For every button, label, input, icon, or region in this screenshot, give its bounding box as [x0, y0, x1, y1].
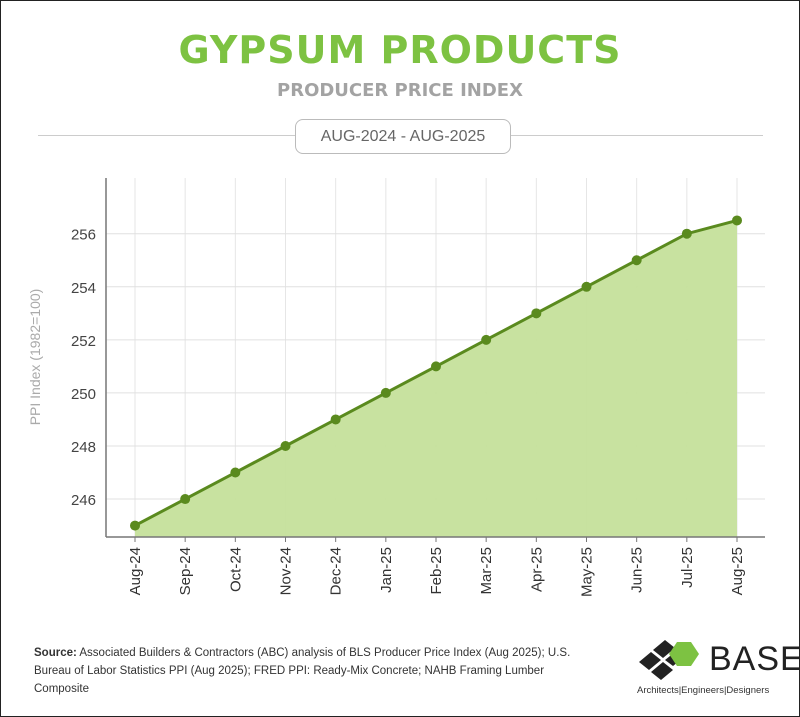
x-tick-label: Sep-24 [177, 547, 194, 595]
y-tick-label: 250 [71, 386, 96, 403]
chart-title: GYPSUM PRODUCTS [178, 28, 622, 72]
y-axis-label: PPI Index (1982=100) [27, 289, 43, 426]
date-range-badge: AUG-2024 - AUG-2025 [295, 119, 511, 154]
x-tick-label: Feb-25 [428, 547, 445, 595]
data-point [180, 494, 191, 505]
source-label: Source: [34, 647, 77, 659]
source-note: Source: Associated Builders & Contractor… [34, 644, 594, 698]
data-point [631, 255, 642, 266]
data-point [732, 215, 742, 226]
logo-mark-icon [639, 640, 699, 680]
data-point [130, 520, 140, 531]
data-point [330, 414, 341, 425]
x-tick-label: Jul-25 [679, 547, 696, 588]
logo-tagline: Architects|Engineers|Designers [637, 685, 770, 696]
x-tick-label: Aug-24 [127, 547, 144, 595]
data-point [431, 361, 441, 372]
base4-logo: BASE4 Architects|Engineers|Designers [637, 640, 800, 700]
area-fill [135, 220, 737, 538]
data-point [531, 308, 542, 319]
x-tick-label: Oct-24 [227, 547, 244, 592]
data-point [380, 387, 391, 398]
data-point [581, 281, 592, 292]
chart-subtitle: PRODUCER PRICE INDEX [277, 80, 523, 101]
y-tick-label: 248 [71, 439, 96, 456]
logo-wordmark: BASE4 [709, 640, 800, 678]
y-tick-label: 246 [71, 492, 96, 509]
data-point [230, 467, 241, 478]
y-tick-label: 254 [71, 280, 96, 297]
x-tick-label: Jan-25 [378, 547, 395, 593]
x-tick-label: May-25 [579, 547, 596, 597]
x-tick-label: Dec-24 [328, 547, 345, 595]
y-tick-label: 252 [71, 333, 96, 350]
x-tick-label: Jun-25 [629, 547, 646, 593]
x-tick-label: Mar-25 [478, 547, 495, 595]
data-point [481, 334, 492, 345]
data-point [681, 228, 692, 239]
x-tick-label: Aug-25 [729, 547, 746, 595]
x-tick-label: Apr-25 [528, 547, 545, 592]
y-tick-label: 256 [71, 227, 96, 244]
source-text: Associated Builders & Contractors (ABC) … [34, 647, 571, 695]
data-point [280, 440, 291, 451]
x-tick-label: Nov-24 [278, 547, 295, 595]
